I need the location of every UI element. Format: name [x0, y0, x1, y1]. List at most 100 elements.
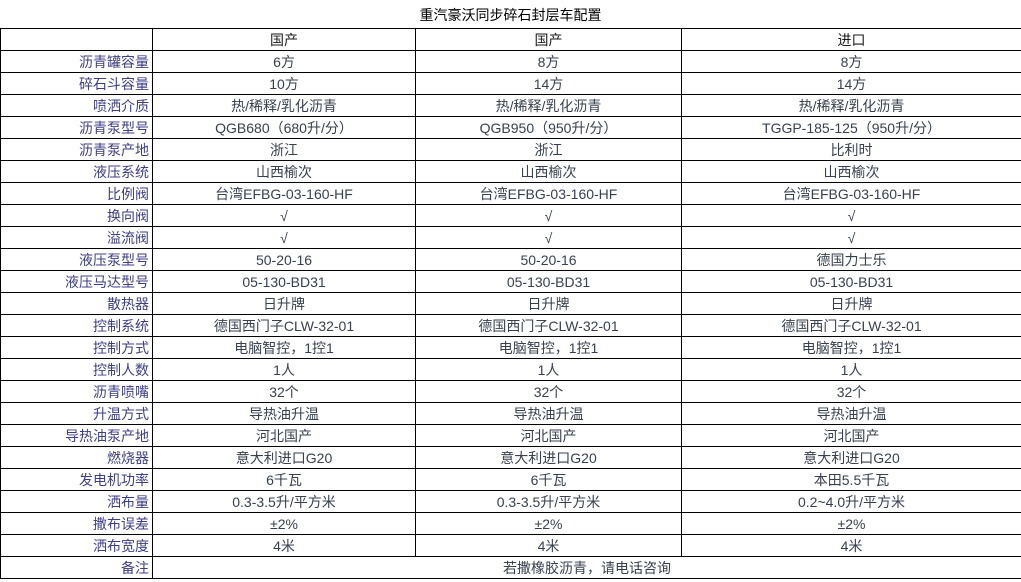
cell-value: 0.3-3.5升/平方米	[415, 490, 682, 513]
cell-value: 导热油升温	[415, 402, 682, 425]
cell-value: 14方	[415, 72, 682, 95]
table-row: 沥青罐容量 6方 8方 8方	[0, 50, 1021, 73]
table-row: 升温方式 导热油升温 导热油升温 导热油升温	[0, 402, 1021, 425]
cell-value: ±2%	[152, 512, 416, 535]
row-label: 喷洒介质	[0, 94, 153, 117]
cell-value: 日升牌	[152, 292, 416, 315]
cell-value: 电脑智控，1控1	[415, 336, 682, 359]
table-row: 换向阀 √ √ √	[0, 204, 1021, 227]
table-body: 沥青罐容量 6方 8方 8方 碎石斗容量 10方 14方 14方 喷洒介质 热/稀释/乳化沥青 热/…	[0, 50, 1021, 557]
cell-value: 德国西门子CLW-32-01	[681, 314, 1021, 337]
cell-value: 导热油升温	[152, 402, 416, 425]
cell-value: QGB680（680升/分）	[152, 116, 416, 139]
table-row: 洒布量 0.3-3.5升/平方米 0.3-3.5升/平方米 0.2~4.0升/平方米	[0, 490, 1021, 513]
cell-value: 1人	[681, 358, 1021, 381]
table-row: 洒布宽度 4米 4米 4米	[0, 534, 1021, 557]
cell-value: 1人	[152, 358, 416, 381]
cell-value: 50-20-16	[152, 248, 416, 271]
cell-value: 0.2~4.0升/平方米	[681, 490, 1021, 513]
cell-value: 德国西门子CLW-32-01	[152, 314, 416, 337]
table-row: 沥青喷嘴 32个 32个 32个	[0, 380, 1021, 403]
cell-value: √	[415, 226, 682, 249]
cell-value: 1人	[415, 358, 682, 381]
cell-value: √	[415, 204, 682, 227]
cell-value: 电脑智控，1控1	[681, 336, 1021, 359]
cell-value: 4米	[415, 534, 682, 557]
row-label: 洒布宽度	[0, 534, 153, 557]
table-row: 散热器 日升牌 日升牌 日升牌	[0, 292, 1021, 315]
cell-value: 山西榆次	[681, 160, 1021, 183]
table-row: 液压马达型号 05-130-BD31 05-130-BD31 05-130-BD31	[0, 270, 1021, 293]
header-row: 国产 国产 进口	[0, 28, 1021, 51]
row-label: 撒布误差	[0, 512, 153, 535]
cell-value: 电脑智控，1控1	[152, 336, 416, 359]
table-row: 沥青泵型号 QGB680（680升/分） QGB950（950升/分） TGGP-18…	[0, 116, 1021, 139]
row-label: 沥青喷嘴	[0, 380, 153, 403]
row-label: 液压马达型号	[0, 270, 153, 293]
cell-value: 意大利进口G20	[152, 446, 416, 469]
cell-value: QGB950（950升/分）	[415, 116, 682, 139]
cell-value: 意大利进口G20	[681, 446, 1021, 469]
row-label: 换向阀	[0, 204, 153, 227]
cell-value: 4米	[152, 534, 416, 557]
row-label: 沥青泵产地	[0, 138, 153, 161]
row-label: 液压系统	[0, 160, 153, 183]
column-header-imported: 进口	[681, 28, 1021, 51]
row-label: 散热器	[0, 292, 153, 315]
cell-value: 10方	[152, 72, 416, 95]
cell-value: 热/稀释/乳化沥青	[152, 94, 416, 117]
row-label: 液压泵型号	[0, 248, 153, 271]
cell-value: 日升牌	[681, 292, 1021, 315]
cell-value: 比利时	[681, 138, 1021, 161]
row-label: 发电机功率	[0, 468, 153, 491]
cell-value: ±2%	[415, 512, 682, 535]
cell-value: √	[681, 226, 1021, 249]
table-row: 撒布误差 ±2% ±2% ±2%	[0, 512, 1021, 535]
cell-value: 32个	[415, 380, 682, 403]
cell-value: 32个	[681, 380, 1021, 403]
cell-value: 德国西门子CLW-32-01	[415, 314, 682, 337]
cell-value: 6千瓦	[415, 468, 682, 491]
table-row: 控制系统 德国西门子CLW-32-01 德国西门子CLW-32-01 德国西门子CLW…	[0, 314, 1021, 337]
cell-value: √	[152, 204, 416, 227]
cell-value: 热/稀释/乳化沥青	[681, 94, 1021, 117]
cell-value: 河北国产	[152, 424, 416, 447]
row-label: 比例阀	[0, 182, 153, 205]
cell-value: ±2%	[681, 512, 1021, 535]
row-label: 控制人数	[0, 358, 153, 381]
table-row: 燃烧器 意大利进口G20 意大利进口G20 意大利进口G20	[0, 446, 1021, 469]
table-row: 发电机功率 6千瓦 6千瓦 本田5.5千瓦	[0, 468, 1021, 491]
table-row: 控制方式 电脑智控，1控1 电脑智控，1控1 电脑智控，1控1	[0, 336, 1021, 359]
cell-value: 14方	[681, 72, 1021, 95]
table-row: 沥青泵产地 浙江 浙江 比利时	[0, 138, 1021, 161]
cell-value: 05-130-BD31	[415, 270, 682, 293]
footer-row: 备注 若撒橡胶沥青，请电话咨询	[0, 556, 1021, 579]
cell-value: 05-130-BD31	[681, 270, 1021, 293]
cell-value: 4米	[681, 534, 1021, 557]
row-label: 控制系统	[0, 314, 153, 337]
cell-value: 8方	[415, 50, 682, 73]
cell-value: 河北国产	[681, 424, 1021, 447]
row-label: 升温方式	[0, 402, 153, 425]
cell-value: 6千瓦	[152, 468, 416, 491]
row-label-remarks: 备注	[0, 556, 153, 579]
row-label: 导热油泵产地	[0, 424, 153, 447]
cell-value: 日升牌	[415, 292, 682, 315]
table-row: 比例阀 台湾EFBG-03-160-HF 台湾EFBG-03-160-HF 台湾EFB…	[0, 182, 1021, 205]
cell-value: 河北国产	[415, 424, 682, 447]
row-label: 燃烧器	[0, 446, 153, 469]
table-title: 重汽豪沃同步碎石封层车配置	[419, 7, 602, 23]
column-header-domestic-1: 国产	[152, 28, 416, 51]
cell-value: 台湾EFBG-03-160-HF	[681, 182, 1021, 205]
cell-value: TGGP-185-125（950升/分）	[681, 116, 1021, 139]
cell-value: 8方	[681, 50, 1021, 73]
table-row: 导热油泵产地 河北国产 河北国产 河北国产	[0, 424, 1021, 447]
cell-value: 6方	[152, 50, 416, 73]
table-row: 液压系统 山西榆次 山西榆次 山西榆次	[0, 160, 1021, 183]
spec-table: 国产 国产 进口 沥青罐容量 6方 8方 8方 碎石斗容量 10方 14方 14方 喷洒介质 热/…	[0, 28, 1021, 579]
table-row: 液压泵型号 50-20-16 50-20-16 德国力士乐	[0, 248, 1021, 271]
remarks-value: 若撒橡胶沥青，请电话咨询	[152, 556, 1021, 579]
cell-value: 05-130-BD31	[152, 270, 416, 293]
cell-value: 导热油升温	[681, 402, 1021, 425]
row-label: 控制方式	[0, 336, 153, 359]
